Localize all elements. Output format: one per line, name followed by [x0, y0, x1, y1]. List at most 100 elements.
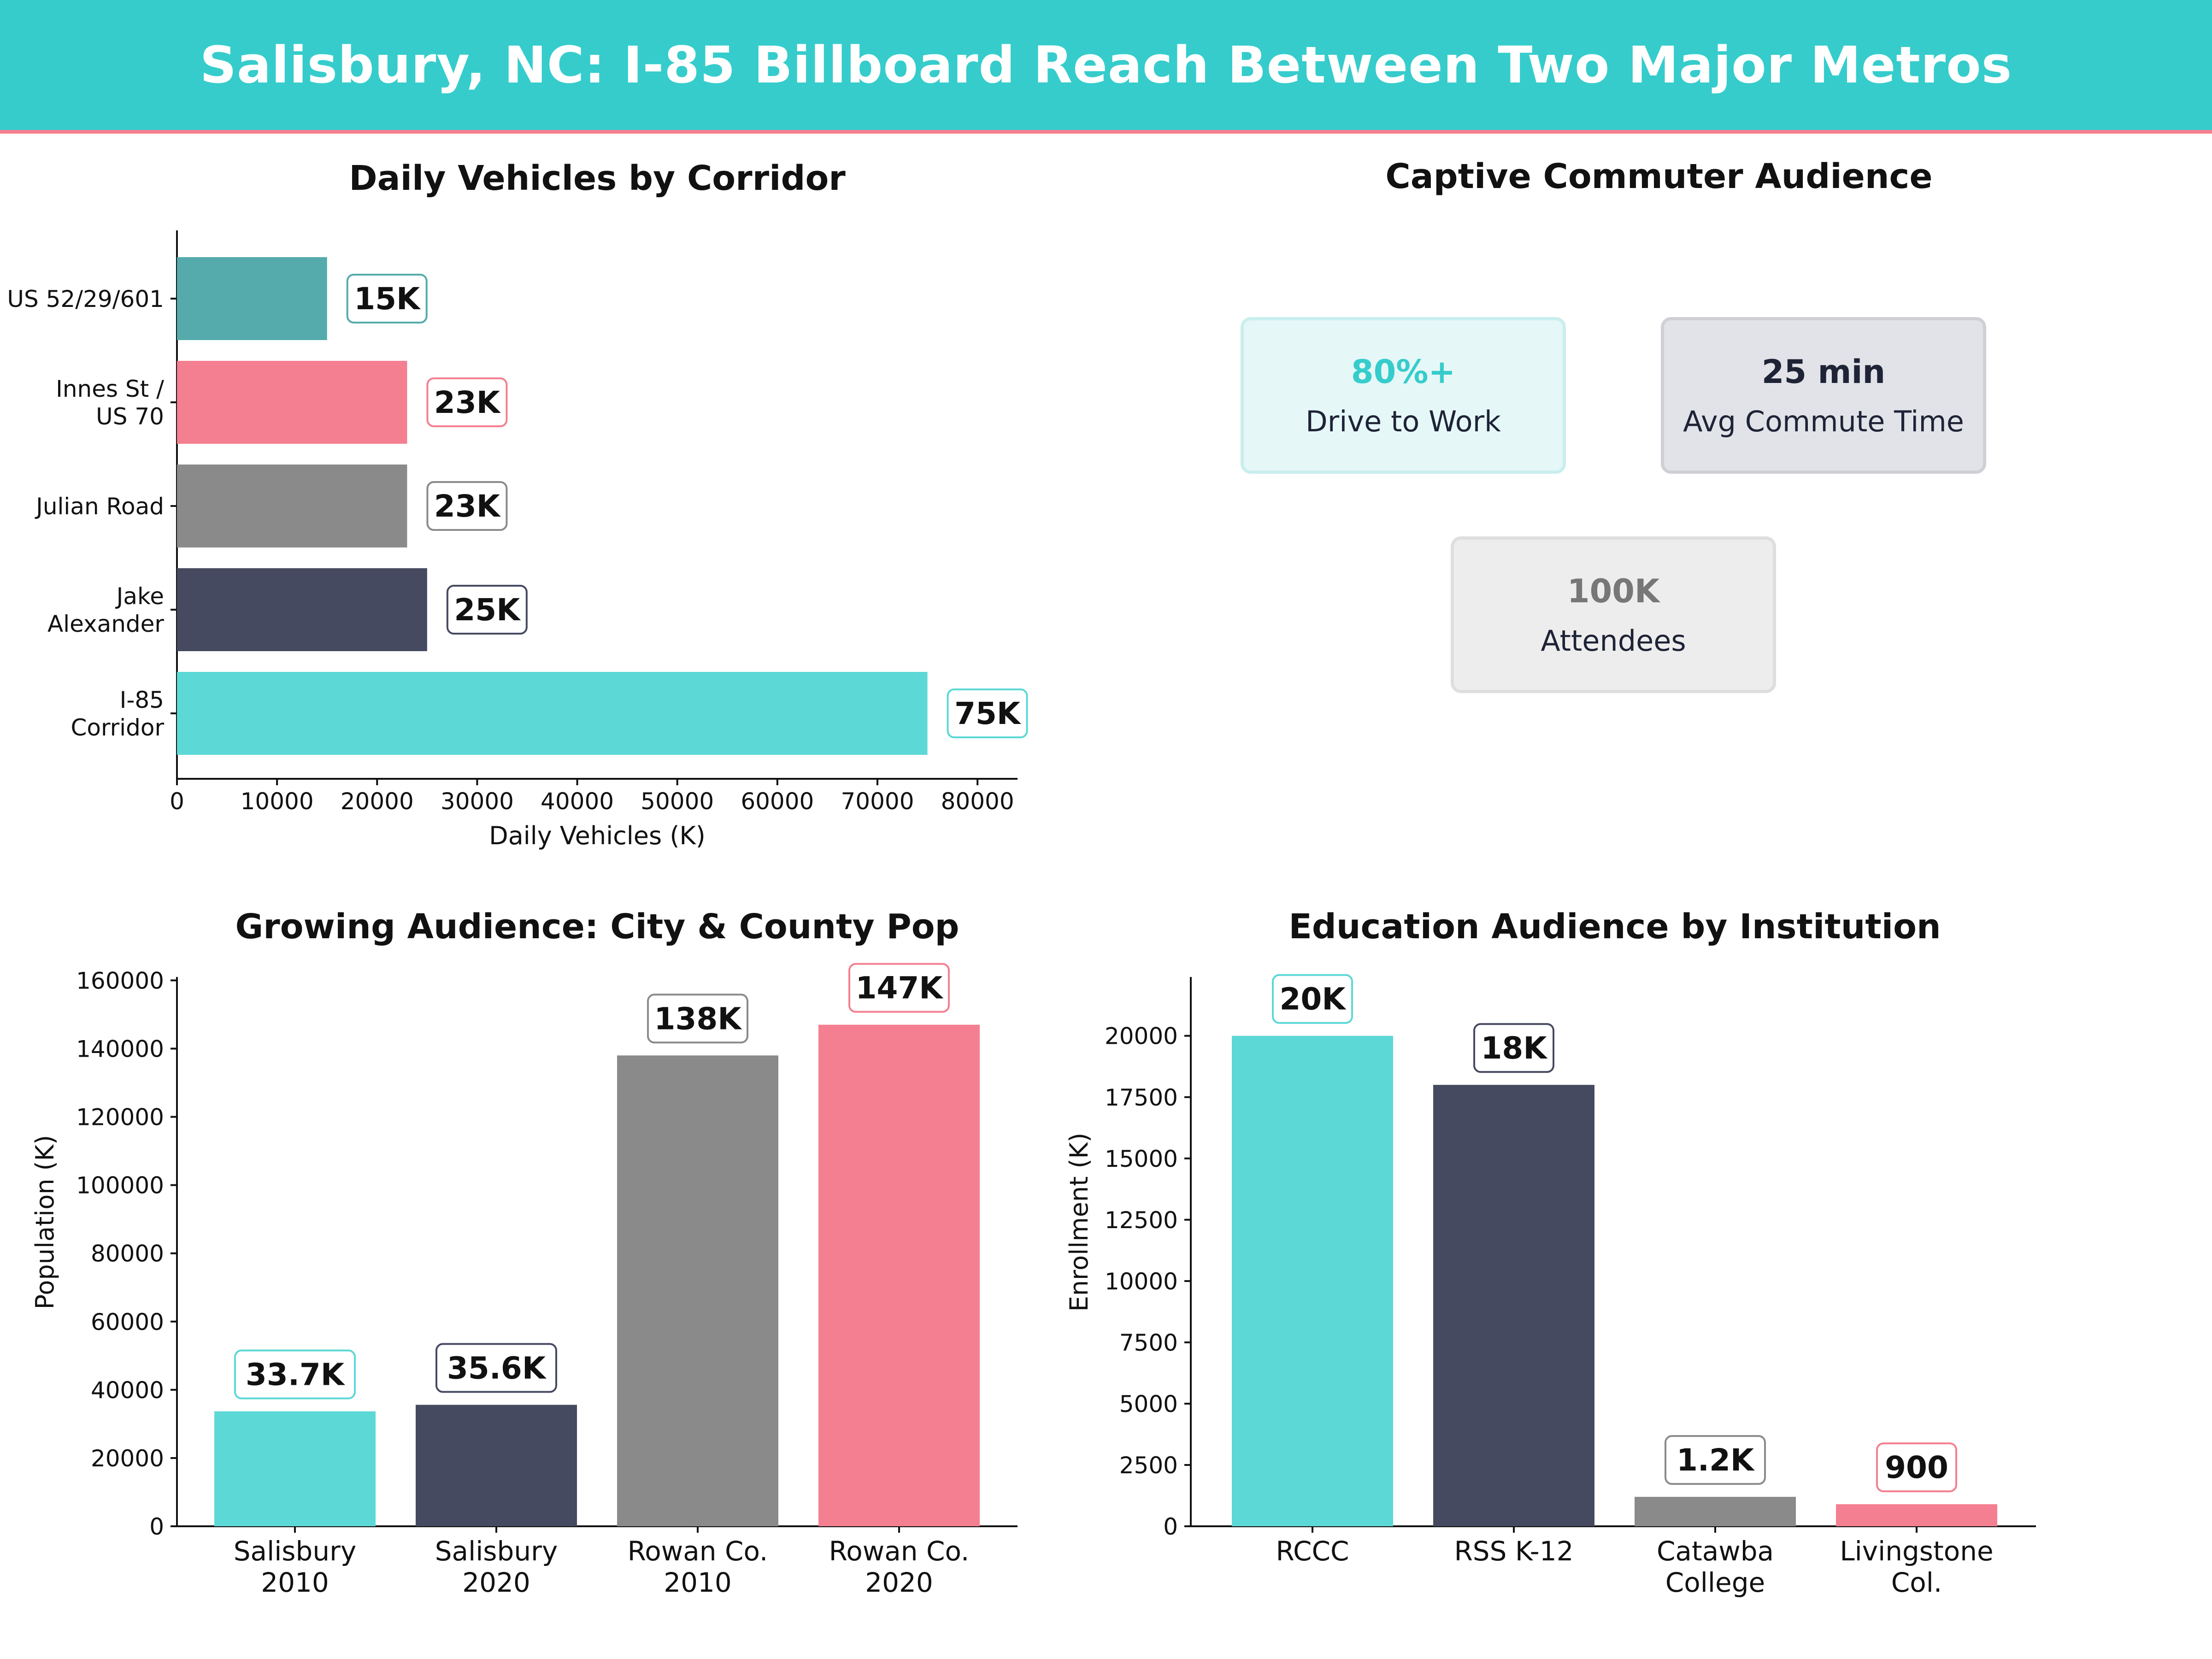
vehicles-category-label: US 70: [96, 403, 164, 430]
education-chart-title: Education Audience by Institution: [1288, 907, 1941, 947]
vehicles-data-label-box: [426, 481, 508, 531]
vehicles-x-axis-label: Daily Vehicles (K): [489, 821, 706, 850]
population-category-label: 2020: [462, 1567, 530, 1598]
education-category-label: RSS K-12: [1454, 1535, 1573, 1567]
population-y-tick-label: 80000: [91, 1241, 164, 1267]
vehicles-x-tick-label: 70000: [841, 788, 914, 815]
vehicles-data-label: 15K: [354, 281, 421, 317]
title-banner: Salisbury, NC: I-85 Billboard Reach Betw…: [0, 0, 2212, 134]
vehicles-x-tick-label: 50000: [641, 788, 714, 815]
population-y-tick-label: 100000: [76, 1172, 164, 1199]
population-bar: [617, 1055, 778, 1526]
commute-time-value: 25 min: [1761, 353, 1886, 391]
population-bar: [818, 1024, 980, 1526]
page-title: Salisbury, NC: I-85 Billboard Reach Betw…: [200, 35, 2012, 94]
population-category-label: Salisbury: [435, 1535, 558, 1567]
drive-to-work-label: Drive to Work: [1306, 404, 1501, 438]
vehicles-bar: [177, 361, 407, 444]
vehicles-x-tick-label: 30000: [441, 788, 514, 815]
population-y-axis-label: Population (K): [30, 1135, 59, 1309]
attendees-card: 100K Attendees: [1451, 536, 1776, 693]
population-data-label-box: [848, 963, 950, 1013]
population-data-label-box: [234, 1349, 356, 1400]
vehicles-chart-title: Daily Vehicles by Corridor: [349, 159, 846, 198]
education-category-label: College: [1665, 1567, 1765, 1598]
population-bar: [416, 1405, 577, 1526]
population-category-label: Rowan Co.: [628, 1535, 768, 1567]
education-bar: [1433, 1085, 1594, 1526]
population-y-tick-label: 20000: [91, 1445, 164, 1472]
vehicles-x-tick-label: 60000: [741, 788, 814, 815]
population-data-label: 33.7K: [246, 1357, 346, 1392]
education-y-tick-label: 12500: [1105, 1207, 1178, 1234]
education-data-label: 1.2K: [1677, 1442, 1755, 1478]
vehicles-category-label: Alexander: [47, 611, 164, 637]
population-category-label: 2010: [664, 1567, 732, 1598]
population-y-tick-label: 60000: [91, 1309, 164, 1335]
education-y-tick-label: 17500: [1105, 1084, 1178, 1111]
education-y-tick-label: 20000: [1105, 1023, 1178, 1050]
education-y-tick-label: 7500: [1119, 1330, 1178, 1356]
population-y-tick-label: 140000: [76, 1035, 164, 1062]
education-data-label-box: [1665, 1435, 1766, 1485]
population-chart: Growing Audience: City & County Pop Popu…: [30, 907, 1018, 1598]
population-category-label: 2020: [865, 1567, 933, 1598]
vehicles-category-label: US 52/29/601: [7, 286, 164, 312]
vehicles-x-tick-label: 40000: [541, 788, 614, 815]
vehicles-bar: [177, 568, 427, 651]
education-bar: [1836, 1504, 1997, 1526]
vehicles-data-label-box: [446, 585, 528, 635]
vehicles-data-label: 75K: [954, 696, 1022, 731]
drive-to-work-value: 80%+: [1351, 353, 1456, 391]
vehicles-data-label: 25K: [454, 592, 521, 628]
education-bar: [1635, 1497, 1796, 1526]
education-y-tick-label: 15000: [1105, 1146, 1178, 1172]
education-category-label: RCCC: [1276, 1535, 1349, 1567]
vehicles-category-label: Julian Road: [35, 493, 164, 520]
education-category-label: Catawba: [1657, 1535, 1774, 1567]
education-y-axis-label: Enrollment (K): [1065, 1133, 1094, 1312]
population-y-tick-label: 120000: [76, 1104, 164, 1131]
vehicles-x-tick-label: 10000: [241, 788, 314, 815]
education-y-tick-label: 10000: [1105, 1268, 1178, 1295]
vehicles-x-tick-label: 0: [170, 788, 184, 815]
education-data-label-box: [1272, 974, 1353, 1024]
education-category-label: Col.: [1891, 1567, 1942, 1598]
attendees-value: 100K: [1567, 572, 1660, 610]
commute-time-card: 25 min Avg Commute Time: [1661, 317, 1986, 474]
commute-time-label: Avg Commute Time: [1683, 404, 1964, 438]
population-category-label: Rowan Co.: [829, 1535, 970, 1567]
vehicles-data-label: 23K: [434, 385, 501, 420]
population-data-label: 35.6K: [447, 1350, 547, 1386]
population-data-label: 147K: [856, 971, 944, 1006]
vehicles-data-label: 23K: [434, 488, 501, 524]
vehicles-category-label: Jake: [115, 583, 164, 610]
vehicles-bar: [177, 672, 928, 755]
drive-to-work-card: 80%+ Drive to Work: [1241, 317, 1566, 474]
vehicles-category-label: Innes St /: [56, 376, 164, 402]
attendees-label: Attendees: [1541, 624, 1686, 658]
population-y-tick-label: 160000: [76, 967, 164, 994]
education-data-label: 20K: [1280, 982, 1347, 1017]
vehicles-bar: [177, 257, 327, 340]
population-category-label: 2010: [261, 1567, 329, 1598]
education-data-label-box: [1473, 1023, 1554, 1073]
vehicles-chart: Daily Vehicles by Corridor Daily Vehicle…: [7, 159, 1028, 850]
vehicles-x-tick-label: 80000: [941, 788, 1014, 815]
vehicles-category-label: I-85: [120, 687, 164, 713]
commute-panel-title: Captive Commuter Audience: [1385, 157, 1933, 196]
education-y-tick-label: 0: [1163, 1513, 1178, 1540]
education-data-label: 900: [1885, 1450, 1948, 1485]
education-data-label: 18K: [1481, 1030, 1548, 1066]
population-data-label-box: [647, 994, 748, 1044]
population-chart-title: Growing Audience: City & County Pop: [235, 907, 959, 947]
population-y-tick-label: 40000: [91, 1377, 164, 1404]
population-data-label: 138K: [654, 1001, 743, 1036]
population-y-tick-label: 0: [149, 1513, 164, 1540]
population-category-label: Salisbury: [234, 1535, 357, 1567]
vehicles-data-label-box: [346, 274, 428, 324]
vehicles-category-label: Corridor: [71, 714, 164, 741]
population-data-label-box: [435, 1343, 557, 1393]
education-category-label: Livingstone: [1840, 1535, 1993, 1567]
